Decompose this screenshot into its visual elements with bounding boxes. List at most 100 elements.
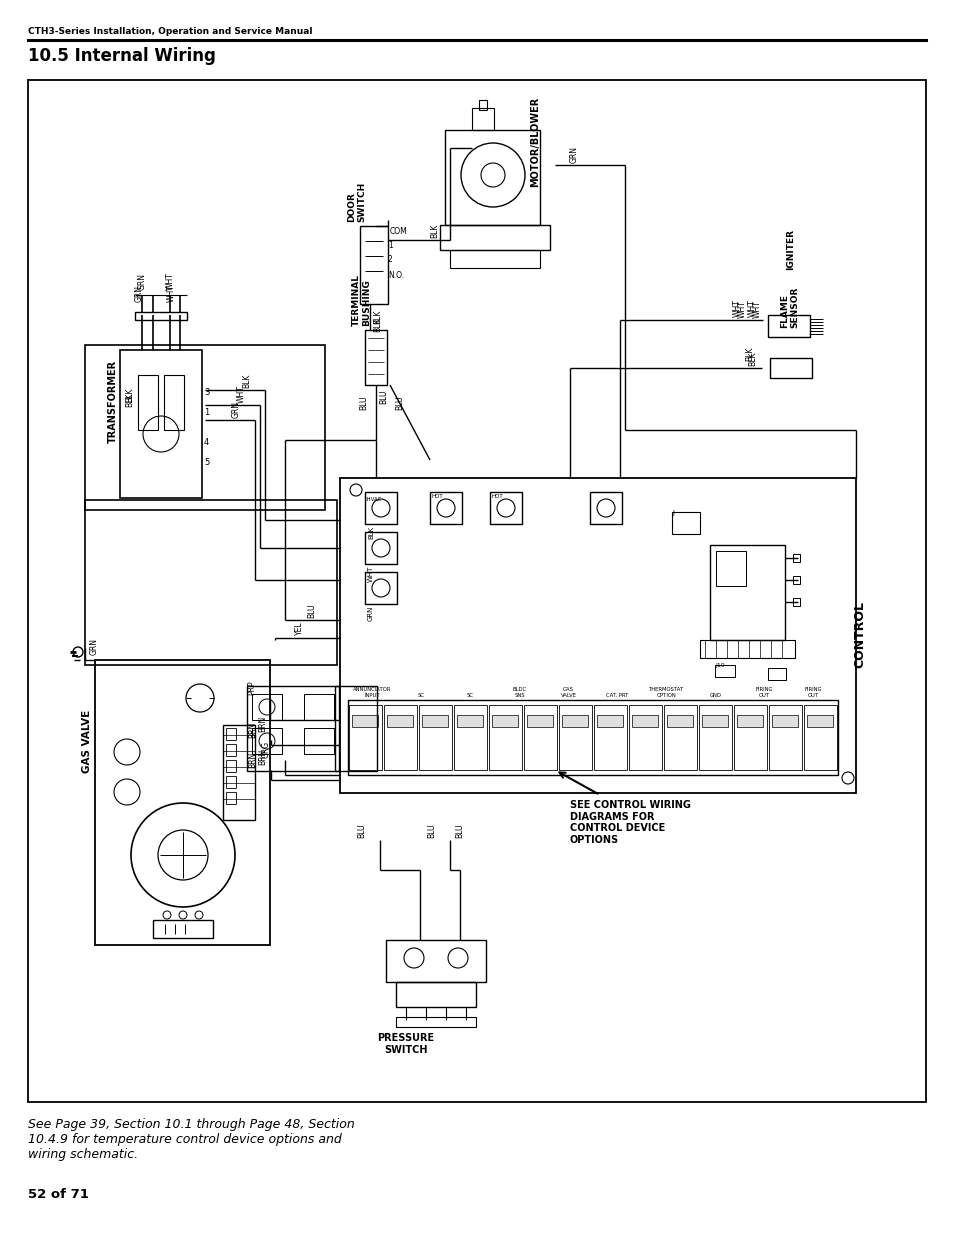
Text: GAS
VALVE: GAS VALVE [560,687,576,698]
Bar [489,705,521,769]
Text: TRANSFORMER: TRANSFORMER [108,359,118,443]
Text: GND: GND [709,693,720,698]
Bar [247,685,338,771]
Bar [526,715,553,727]
Bar [384,705,416,769]
Text: GRN: GRN [232,401,241,417]
Text: BLU: BLU [358,395,368,410]
Bar [700,640,794,658]
Text: BRN: BRN [248,752,256,768]
Bar [365,492,396,524]
Text: BLK: BLK [125,388,133,403]
Bar [561,715,587,727]
Bar [120,350,202,498]
Bar [767,315,809,337]
Bar [395,982,476,1007]
Text: BLK: BLK [125,393,133,408]
Text: 3: 3 [204,388,209,396]
Bar [733,705,766,769]
Bar [352,715,377,727]
Bar [138,375,158,430]
Text: WHT: WHT [732,299,741,317]
Text: J10: J10 [714,663,724,668]
Text: GRN: GRN [90,638,99,655]
Text: BLK: BLK [430,224,438,238]
Bar [671,513,700,534]
Bar [365,532,396,564]
Text: N.O.: N.O. [388,270,404,280]
Text: 52 of 71: 52 of 71 [28,1188,89,1200]
Text: SEE CONTROL WIRING
DIAGRAMS FOR
CONTROL DEVICE
OPTIONS: SEE CONTROL WIRING DIAGRAMS FOR CONTROL … [569,800,690,845]
Bar [421,715,448,727]
Text: GRN: GRN [138,273,147,290]
Text: 1HVAC: 1HVAC [363,496,381,501]
Bar [597,715,622,727]
Text: BLU: BLU [356,824,366,839]
Bar [456,715,482,727]
Bar [478,100,486,110]
Bar [348,700,837,776]
Bar [716,551,745,585]
Text: FIRING
OUT: FIRING OUT [804,687,821,698]
Text: BLU: BLU [307,604,315,618]
Text: ORG: ORG [262,741,271,758]
Text: CAT. PRT: CAT. PRT [606,693,628,698]
Bar [252,694,282,720]
Bar [589,492,621,524]
Bar [701,715,727,727]
Bar [768,705,801,769]
Bar [85,500,336,664]
Text: SC: SC [417,693,424,698]
Text: 2: 2 [388,254,393,264]
Bar [349,705,381,769]
Bar [430,492,461,524]
Text: See Page 39, Section 10.1 through Page 48, Section
10.4.9 for temperature contro: See Page 39, Section 10.1 through Page 4… [28,1118,355,1161]
Bar [95,659,270,945]
Bar [444,130,539,225]
Bar [226,727,235,740]
Text: DOOR
SWITCH: DOOR SWITCH [347,182,366,222]
Bar [439,225,550,249]
Bar [223,725,254,820]
Bar [226,776,235,788]
Bar [714,664,734,677]
Text: 10.5 Internal Wiring: 10.5 Internal Wiring [28,47,215,65]
Bar [226,760,235,772]
Text: YEL: YEL [294,621,304,635]
Text: BLU: BLU [427,824,436,839]
Text: WHT: WHT [167,284,175,303]
Text: HOT: HOT [492,494,503,499]
Text: WHT: WHT [368,566,374,583]
Bar [523,705,557,769]
Text: 4: 4 [204,438,209,447]
Bar [335,685,376,771]
Text: 1: 1 [204,408,209,417]
Text: 1: 1 [388,241,393,249]
Bar [387,715,413,727]
Text: GAS VALVE: GAS VALVE [82,710,91,773]
Bar [628,705,661,769]
Text: BRN: BRN [257,716,267,732]
Bar [226,743,235,756]
Text: IGNITER: IGNITER [785,228,794,270]
Bar [365,572,396,604]
Text: COM: COM [390,227,407,236]
Text: BLDC
SNS: BLDC SNS [512,687,526,698]
Bar [359,226,388,304]
Text: WHT: WHT [236,385,246,403]
Text: TERMINAL
BUSHING: TERMINAL BUSHING [352,274,371,326]
Text: J: J [671,510,673,516]
Bar [339,478,855,793]
Text: MOTOR/BLOWER: MOTOR/BLOWER [530,98,539,188]
Bar [792,576,800,584]
Bar [386,940,485,982]
Bar [767,668,785,680]
Bar [558,705,592,769]
Text: GRN: GRN [368,606,374,621]
Text: BLU: BLU [378,390,388,405]
Text: WHT: WHT [166,272,174,290]
Text: GRN: GRN [569,146,578,163]
Text: WHT: WHT [752,300,761,317]
Text: SC: SC [467,693,474,698]
Text: WHT: WHT [738,300,746,317]
